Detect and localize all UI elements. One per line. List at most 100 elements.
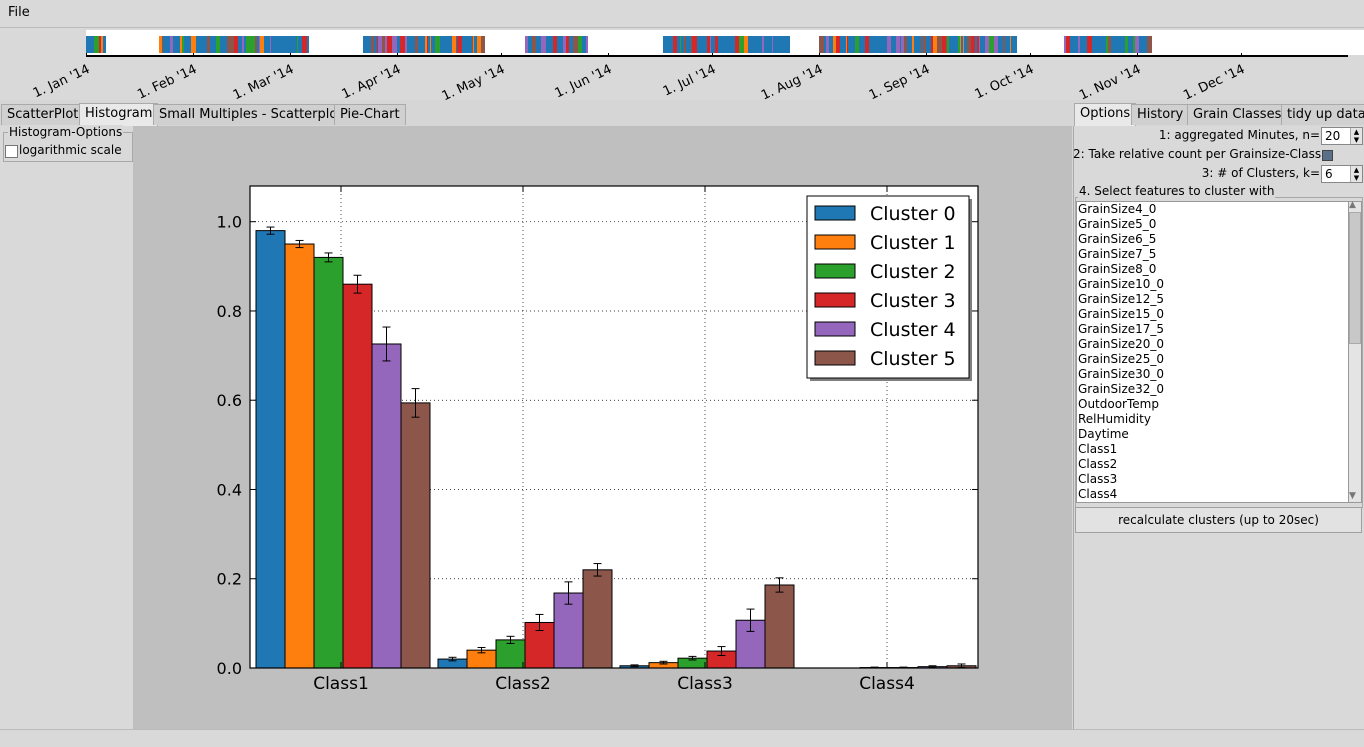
timeline-segment	[307, 36, 309, 53]
timeline-tick	[712, 53, 713, 57]
y-tick-label: 0.2	[217, 570, 242, 589]
feature-list-item[interactable]: RelHumidity	[1077, 412, 1349, 427]
feature-list-item[interactable]: GrainSize20_0	[1077, 337, 1349, 352]
menu-bar: File	[0, 0, 1364, 28]
aggregated-minutes-spinbox[interactable]: 20 ▲▼	[1321, 127, 1363, 145]
legend-swatch	[815, 351, 855, 365]
timeline-tick	[1137, 53, 1138, 57]
feature-list-item[interactable]: GrainSize17_5	[1077, 322, 1349, 337]
legend-label: Cluster 3	[870, 290, 956, 312]
feature-list-item[interactable]: OutdoorTemp	[1077, 397, 1349, 412]
logarithmic-scale-checkbox[interactable]	[5, 145, 18, 158]
bar-cluster-5-class1	[401, 403, 430, 668]
timeline-tick	[608, 53, 609, 57]
y-tick-label: 0.6	[217, 391, 242, 410]
tab-tidy-up-data[interactable]: tidy up data	[1281, 104, 1364, 125]
feature-list-item[interactable]: GrainSize7_5	[1077, 247, 1349, 262]
tab-scatterplot[interactable]: ScatterPlot	[1, 104, 84, 125]
spin-arrows-icon[interactable]: ▲▼	[1350, 166, 1362, 182]
bar-cluster-2-class1	[314, 257, 343, 668]
timeline-axis	[86, 55, 1348, 57]
status-bar	[0, 729, 1364, 747]
y-tick-label: 0.0	[217, 659, 242, 678]
num-clusters-spinbox[interactable]: 6 ▲▼	[1321, 165, 1363, 183]
timeline-tick	[926, 53, 927, 57]
timeline-segment	[786, 36, 790, 53]
feature-list-item[interactable]: GrainSize8_0	[1077, 262, 1349, 277]
bar-cluster-5-class3	[765, 585, 794, 668]
feature-list-item[interactable]: Class3	[1077, 472, 1349, 487]
bar-cluster-4-class1	[372, 344, 401, 668]
tab-options[interactable]: Options	[1074, 103, 1136, 126]
timeline-tick	[397, 53, 398, 57]
scroll-up-icon[interactable]: ▲	[1349, 200, 1356, 210]
y-tick-label: 0.8	[217, 302, 242, 321]
legend-swatch	[815, 264, 855, 278]
feature-list-item[interactable]: Class1	[1077, 442, 1349, 457]
timeline-segment	[481, 36, 485, 53]
x-tick-label: Class4	[859, 674, 915, 694]
timeline-segment	[586, 36, 588, 53]
feature-list-item[interactable]: GrainSize4_0	[1077, 202, 1349, 217]
x-tick-label: Class3	[677, 674, 733, 694]
bar-cluster-0-class1	[256, 231, 285, 668]
tab-histogram[interactable]: Histogram	[79, 103, 158, 126]
features-scrollbar-thumb[interactable]	[1349, 212, 1361, 344]
bar-cluster-5-class2	[583, 570, 612, 668]
feature-list-item[interactable]: GrainSize6_5	[1077, 232, 1349, 247]
feature-list-item[interactable]: GrainSize5_0	[1077, 217, 1349, 232]
feature-list-item[interactable]: GrainSize10_0	[1077, 277, 1349, 292]
relative-count-label: 2: Take relative count per Grainsize-Cla…	[1073, 147, 1321, 161]
legend-label: Cluster 2	[870, 261, 956, 283]
feature-list-item[interactable]: Daytime	[1077, 427, 1349, 442]
spin-arrows-icon[interactable]: ▲▼	[1350, 128, 1362, 144]
timeline-tick	[1030, 53, 1031, 57]
x-tick-label: Class1	[313, 674, 369, 694]
timeline-tick	[1241, 53, 1242, 57]
cluster-timeline-strip[interactable]	[86, 30, 1364, 55]
bar-cluster-1-class1	[285, 244, 314, 668]
feature-list-item[interactable]: GrainSize32_0	[1077, 382, 1349, 397]
legend-label: Cluster 4	[870, 319, 956, 341]
timeline-segment	[1147, 36, 1152, 53]
feature-list-item[interactable]: GrainSize30_0	[1077, 367, 1349, 382]
timeline-tick	[501, 53, 502, 57]
features-group-title: 4. Select features to cluster with	[1078, 184, 1275, 198]
bar-cluster-2-class2	[496, 640, 525, 668]
tab-small-multiples-scatterplot[interactable]: Small Multiples - Scatterplot	[153, 104, 348, 125]
histogram-options-panel	[0, 126, 133, 729]
feature-list-item[interactable]: Class4	[1077, 487, 1349, 502]
aggregated-minutes-value: 20	[1325, 129, 1340, 143]
feature-list-item[interactable]: GrainSize15_0	[1077, 307, 1349, 322]
aggregated-minutes-label: 1: aggregated Minutes, n=	[1100, 128, 1320, 142]
timeline-tick	[819, 53, 820, 57]
legend-label: Cluster 1	[870, 232, 956, 254]
tab-grain-classes[interactable]: Grain Classes	[1187, 104, 1287, 125]
scroll-down-icon[interactable]: ▼	[1349, 491, 1356, 501]
num-clusters-label: 3: # of Clusters, k=	[1100, 166, 1320, 180]
legend-swatch	[815, 322, 855, 336]
feature-list-item[interactable]: Class2	[1077, 457, 1349, 472]
timeline-segment	[103, 36, 107, 53]
timeline-tick	[86, 53, 87, 57]
feature-list-item[interactable]: GrainSize12_5	[1077, 292, 1349, 307]
bar-cluster-3-class1	[343, 284, 372, 668]
timeline-segment	[1015, 36, 1017, 53]
num-clusters-value: 6	[1325, 167, 1333, 181]
tab-history[interactable]: History	[1131, 104, 1189, 125]
tab-pie-chart[interactable]: Pie-Chart	[334, 104, 406, 125]
legend-label: Cluster 0	[870, 203, 956, 225]
menu-file[interactable]: File	[8, 5, 30, 20]
legend-swatch	[815, 206, 855, 220]
feature-list-item[interactable]: GrainSize25_0	[1077, 352, 1349, 367]
legend-swatch	[815, 293, 855, 307]
timeline-tick	[290, 53, 291, 57]
relative-count-checkbox[interactable]	[1322, 150, 1333, 161]
legend-label: Cluster 5	[870, 348, 956, 370]
recalculate-clusters-button[interactable]: recalculate clusters (up to 20sec)	[1075, 507, 1362, 533]
logarithmic-scale-label[interactable]: logarithmic scale	[19, 143, 122, 157]
